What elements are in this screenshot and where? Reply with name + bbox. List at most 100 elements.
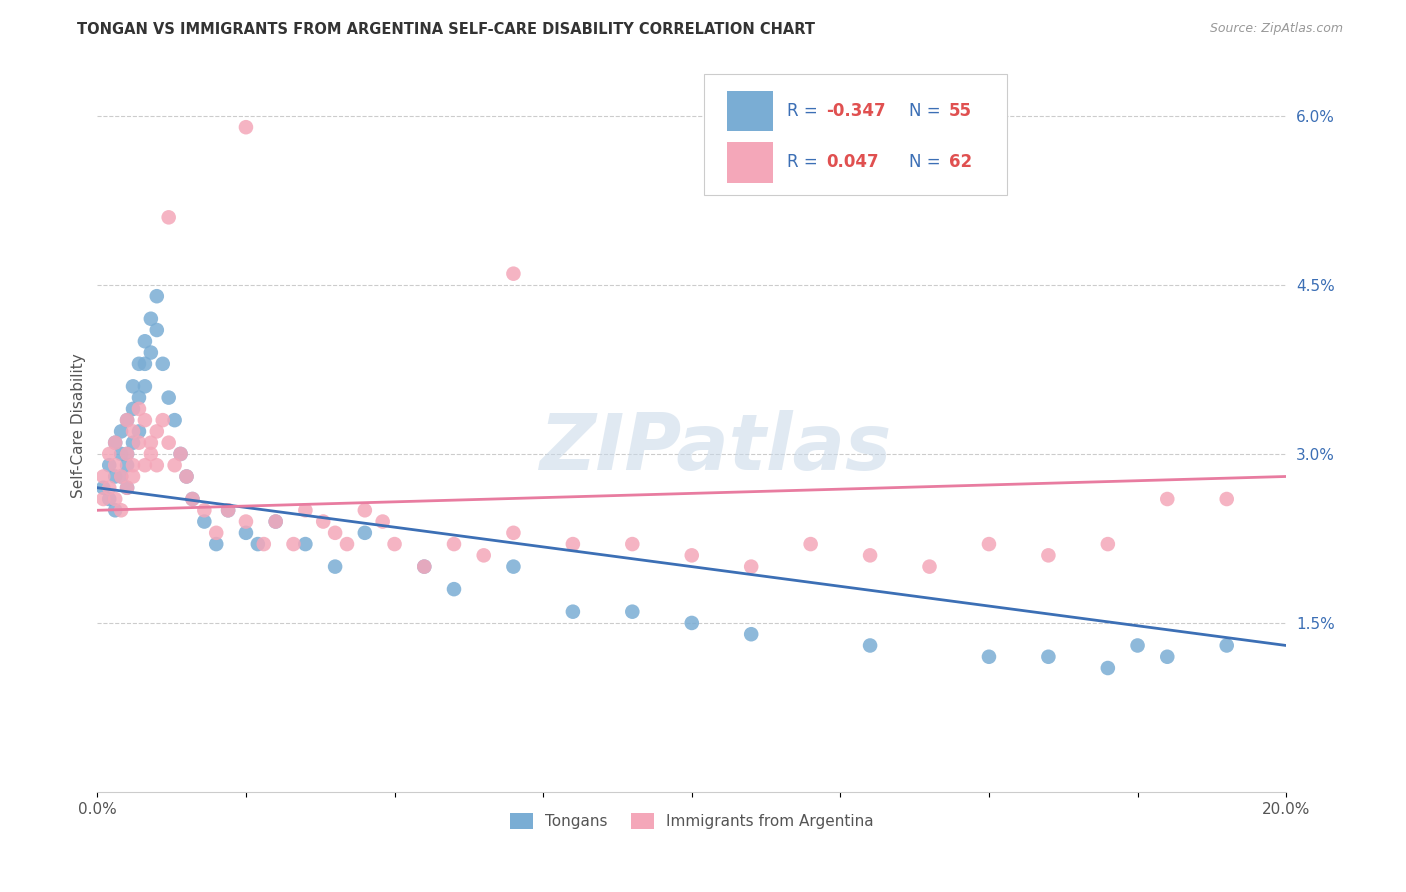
- Point: [859, 549, 882, 563]
- Point: [104, 503, 127, 517]
- Point: [110, 425, 132, 439]
- Bar: [727, 143, 772, 183]
- Point: [1156, 649, 1178, 664]
- Point: [181, 491, 204, 506]
- Point: [104, 435, 127, 450]
- Point: [110, 469, 132, 483]
- Point: [157, 211, 180, 225]
- Point: [681, 615, 703, 630]
- Point: [122, 425, 145, 439]
- Point: [91, 481, 114, 495]
- Point: [740, 559, 762, 574]
- Point: [104, 458, 127, 473]
- Point: [128, 435, 150, 450]
- Point: [169, 447, 191, 461]
- Point: [217, 503, 239, 517]
- Point: [115, 447, 138, 461]
- Point: [128, 401, 150, 416]
- Point: [128, 425, 150, 439]
- Point: [1215, 639, 1237, 653]
- Point: [139, 345, 162, 359]
- Point: [146, 289, 169, 303]
- Text: TONGAN VS IMMIGRANTS FROM ARGENTINA SELF-CARE DISABILITY CORRELATION CHART: TONGAN VS IMMIGRANTS FROM ARGENTINA SELF…: [77, 22, 815, 37]
- Point: [110, 503, 132, 517]
- Point: [176, 469, 198, 483]
- Point: [800, 537, 823, 551]
- Point: [115, 481, 138, 495]
- Point: [336, 537, 359, 551]
- Point: [443, 537, 465, 551]
- Point: [323, 559, 346, 574]
- Point: [128, 391, 150, 405]
- Point: [502, 559, 524, 574]
- Point: [98, 491, 121, 506]
- Point: [1097, 537, 1119, 551]
- Point: [681, 549, 703, 563]
- Point: [128, 357, 150, 371]
- Point: [1126, 639, 1149, 653]
- Text: R =: R =: [787, 153, 823, 171]
- Point: [283, 537, 305, 551]
- Point: [235, 525, 257, 540]
- Point: [561, 537, 583, 551]
- Text: R =: R =: [787, 103, 823, 120]
- Point: [98, 447, 121, 461]
- Point: [181, 491, 204, 506]
- Point: [157, 391, 180, 405]
- Point: [146, 323, 169, 337]
- Point: [104, 491, 127, 506]
- Point: [91, 491, 114, 506]
- Point: [561, 605, 583, 619]
- Text: 0.047: 0.047: [827, 153, 879, 171]
- Point: [163, 413, 186, 427]
- Point: [98, 481, 121, 495]
- Point: [1097, 661, 1119, 675]
- Point: [413, 559, 436, 574]
- Point: [246, 537, 269, 551]
- Point: [384, 537, 406, 551]
- Point: [294, 537, 316, 551]
- FancyBboxPatch shape: [703, 74, 1007, 195]
- Point: [294, 503, 316, 517]
- Point: [139, 435, 162, 450]
- Point: [621, 605, 644, 619]
- Point: [122, 435, 145, 450]
- Point: [110, 447, 132, 461]
- Point: [157, 435, 180, 450]
- Point: [413, 559, 436, 574]
- Point: [134, 357, 156, 371]
- Point: [152, 357, 174, 371]
- Point: [169, 447, 191, 461]
- Point: [152, 413, 174, 427]
- Point: [205, 525, 228, 540]
- Point: [110, 469, 132, 483]
- Point: [122, 401, 145, 416]
- Point: [235, 120, 257, 135]
- Legend: Tongans, Immigrants from Argentina: Tongans, Immigrants from Argentina: [503, 806, 880, 836]
- Point: [312, 515, 335, 529]
- Point: [104, 435, 127, 450]
- Point: [134, 379, 156, 393]
- Point: [472, 549, 495, 563]
- Point: [353, 503, 375, 517]
- Point: [1215, 491, 1237, 506]
- Point: [115, 413, 138, 427]
- Point: [1038, 549, 1060, 563]
- Point: [264, 515, 287, 529]
- Point: [502, 267, 524, 281]
- Point: [323, 525, 346, 540]
- Point: [217, 503, 239, 517]
- Point: [353, 525, 375, 540]
- Point: [1038, 649, 1060, 664]
- Point: [264, 515, 287, 529]
- Point: [235, 515, 257, 529]
- Point: [740, 627, 762, 641]
- Text: N =: N =: [910, 103, 946, 120]
- Point: [115, 481, 138, 495]
- Point: [205, 537, 228, 551]
- Point: [977, 649, 1000, 664]
- Point: [371, 515, 394, 529]
- Point: [122, 469, 145, 483]
- Y-axis label: Self-Care Disability: Self-Care Disability: [72, 353, 86, 498]
- Text: N =: N =: [910, 153, 946, 171]
